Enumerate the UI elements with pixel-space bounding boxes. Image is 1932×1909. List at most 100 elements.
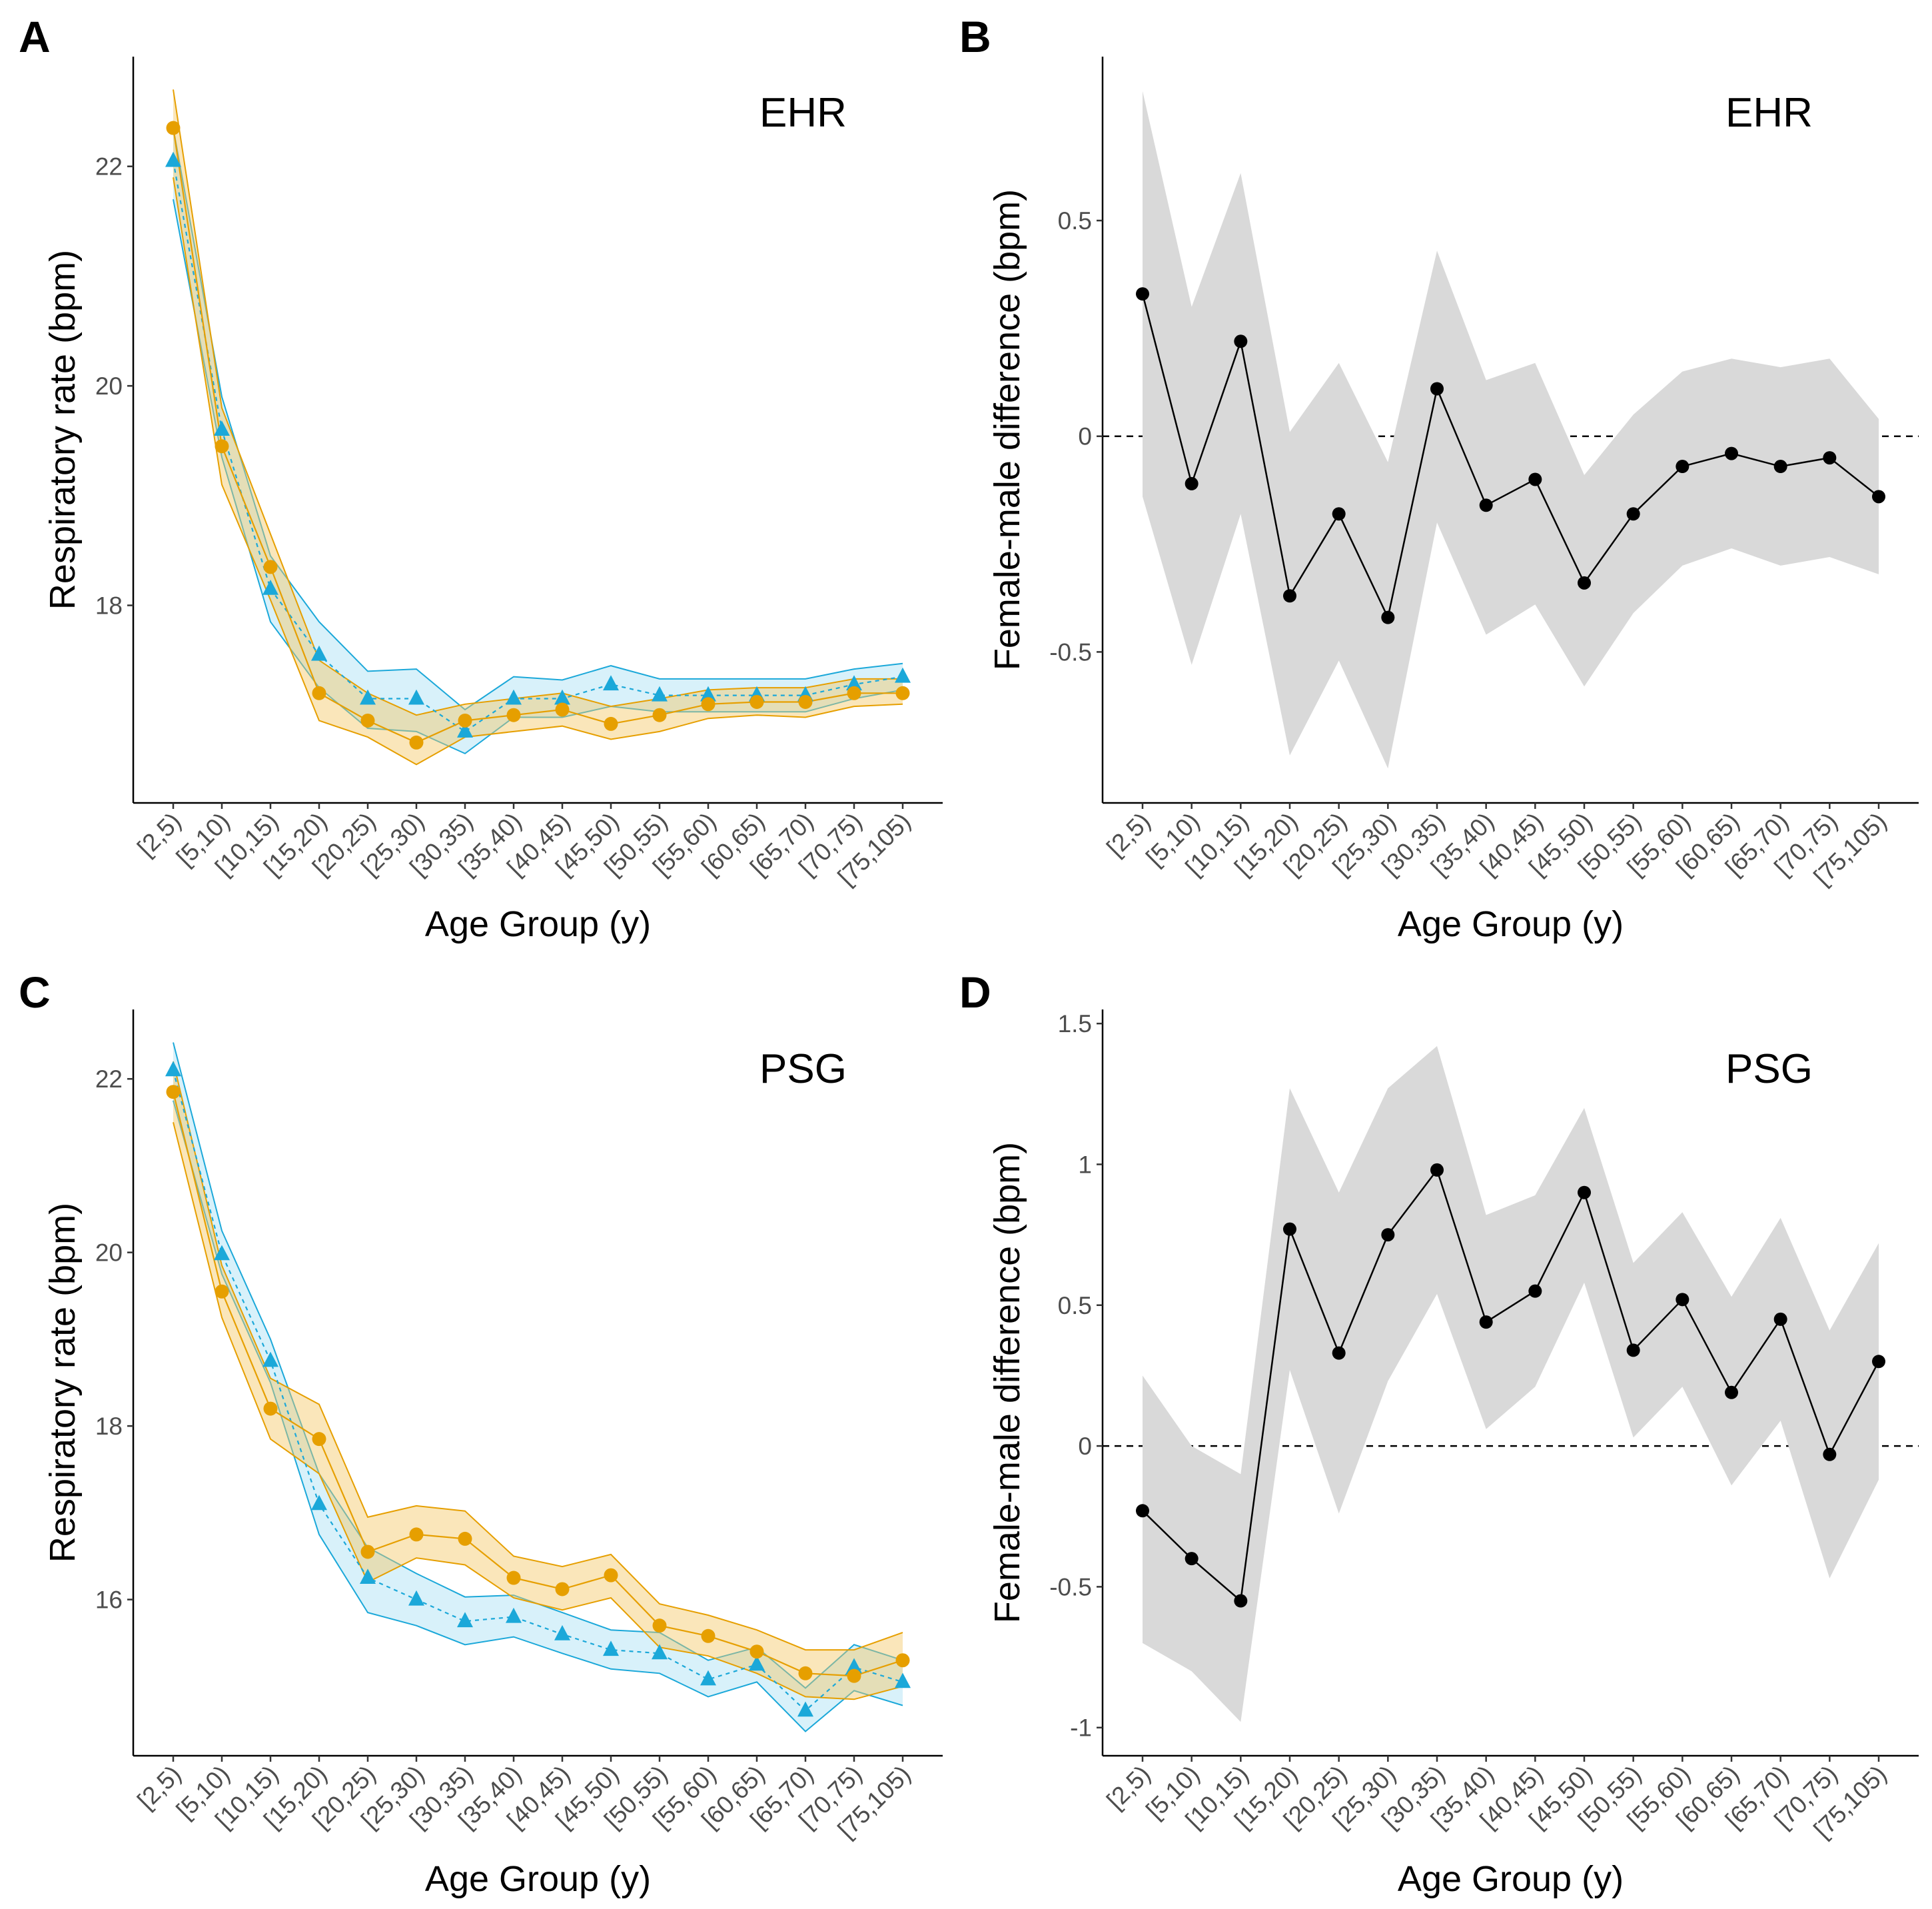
x-axis-title: Age Group (y) <box>1398 904 1624 944</box>
male-point-10 <box>652 686 668 702</box>
male-point-1 <box>214 420 230 436</box>
difference-point-12 <box>1725 446 1738 460</box>
male-point-13 <box>797 1701 813 1717</box>
y-tick-label: 1.5 <box>1058 1010 1092 1037</box>
male-series-line <box>172 161 903 733</box>
male-point-4 <box>360 689 376 705</box>
male-point-5 <box>408 689 424 705</box>
difference-series-line <box>1141 293 1879 620</box>
male-ci-upper-edge <box>173 127 903 711</box>
difference-point-10 <box>1626 1343 1640 1357</box>
female-point-15 <box>895 686 910 700</box>
male-ci-ribbon <box>173 1042 903 1732</box>
difference-point-10 <box>1626 507 1640 521</box>
y-tick-label: 22 <box>95 1065 123 1093</box>
difference-point-3 <box>1283 1222 1296 1236</box>
y-tick-label: 0.5 <box>1058 1292 1092 1319</box>
difference-point-1 <box>1185 476 1199 490</box>
difference-point-1 <box>1185 1552 1199 1566</box>
female-ci-lower-edge <box>173 177 903 766</box>
female-point-14 <box>847 1668 861 1683</box>
difference-point-4 <box>1332 1346 1346 1360</box>
difference-series-line <box>1142 1168 1880 1602</box>
difference-point-9 <box>1578 1185 1591 1199</box>
female-series-line <box>172 127 903 744</box>
panel-letter: A <box>19 12 51 61</box>
y-tick-label: 16 <box>95 1587 123 1614</box>
y-tick-label: 20 <box>95 1239 123 1267</box>
female-point-0 <box>166 1085 181 1099</box>
female-point-1 <box>215 1284 229 1299</box>
y-tick-label: 18 <box>95 592 123 620</box>
difference-point-5 <box>1381 1228 1395 1242</box>
female-point-11 <box>701 1628 716 1643</box>
male-point-9 <box>603 1640 619 1656</box>
female-point-7 <box>506 708 521 722</box>
y-axis-title: Respiratory rate (bpm) <box>43 250 83 610</box>
female-point-8 <box>555 702 570 717</box>
male-point-3 <box>311 1495 327 1511</box>
difference-ci-ribbon <box>1143 1045 1879 1722</box>
female-point-3 <box>312 1432 326 1447</box>
male-point-14 <box>846 1658 862 1674</box>
female-point-13 <box>798 694 813 709</box>
x-axis-title: Age Group (y) <box>425 904 651 944</box>
female-point-2 <box>263 1401 278 1416</box>
female-point-12 <box>749 1644 764 1659</box>
difference-point-3 <box>1283 589 1296 603</box>
y-tick-label: 1 <box>1078 1151 1092 1178</box>
male-point-15 <box>895 667 911 683</box>
female-point-7 <box>506 1571 521 1585</box>
difference-point-2 <box>1234 1594 1248 1608</box>
male-point-7 <box>506 689 522 705</box>
female-point-8 <box>555 1582 570 1596</box>
difference-point-6 <box>1430 382 1444 396</box>
male-point-6 <box>457 722 473 738</box>
female-point-2 <box>263 560 278 574</box>
panel-letter: C <box>19 967 51 1017</box>
panel-A: AEHR182022[2,5)[5,10)[10,15)[15,20)[20,2… <box>19 12 943 944</box>
male-point-1 <box>214 1245 230 1261</box>
male-ci-lower-edge <box>173 199 903 755</box>
female-ci-ribbon <box>173 89 903 765</box>
female-point-5 <box>409 735 424 750</box>
female-point-4 <box>360 713 375 728</box>
difference-point-14 <box>1823 451 1837 465</box>
y-tick-label: -0.5 <box>1049 1573 1092 1600</box>
female-point-14 <box>847 686 861 700</box>
female-point-1 <box>215 439 229 454</box>
difference-point-2 <box>1234 334 1248 348</box>
y-axis-title: Female-male difference (bpm) <box>987 189 1027 670</box>
y-tick-label: -1 <box>1070 1714 1092 1742</box>
male-point-9 <box>603 675 619 691</box>
female-ci-ribbon <box>173 1061 903 1700</box>
difference-point-0 <box>1136 1504 1149 1518</box>
panel-label: PSG <box>1725 1046 1813 1092</box>
male-point-2 <box>262 1351 278 1367</box>
male-series-line <box>172 1069 903 1712</box>
female-point-6 <box>458 713 472 728</box>
panel-letter: D <box>959 967 991 1017</box>
female-point-10 <box>652 708 667 722</box>
female-point-11 <box>701 697 716 712</box>
difference-point-7 <box>1479 498 1493 512</box>
male-point-12 <box>749 1655 765 1671</box>
panel-B: BEHR-0.500.5[2,5)[5,10)[10,15)[15,20)[20… <box>959 12 1919 944</box>
male-point-10 <box>652 1644 668 1660</box>
male-point-11 <box>700 1670 716 1686</box>
difference-point-15 <box>1872 1355 1885 1369</box>
difference-point-7 <box>1479 1315 1493 1329</box>
x-axis-title: Age Group (y) <box>425 1859 651 1899</box>
female-point-5 <box>409 1527 424 1542</box>
y-tick-label: 0.5 <box>1058 207 1092 235</box>
difference-point-13 <box>1773 1312 1787 1326</box>
male-point-8 <box>554 1624 570 1640</box>
male-point-4 <box>360 1569 376 1584</box>
difference-point-8 <box>1528 1284 1542 1298</box>
female-point-10 <box>652 1618 667 1633</box>
male-point-11 <box>700 686 716 702</box>
y-tick-label: 0 <box>1078 423 1092 450</box>
x-axis-title: Age Group (y) <box>1398 1859 1624 1899</box>
difference-point-14 <box>1823 1447 1837 1461</box>
